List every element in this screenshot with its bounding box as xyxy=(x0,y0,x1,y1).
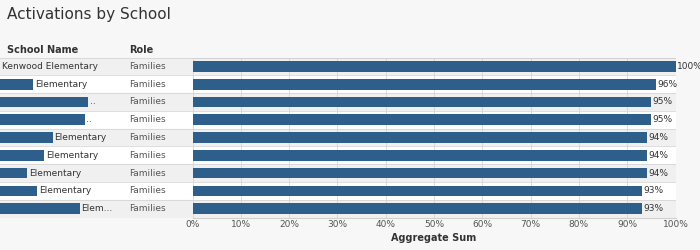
Bar xyxy=(193,111,676,128)
Bar xyxy=(193,182,676,200)
Bar xyxy=(0,128,193,146)
Bar xyxy=(0,75,193,93)
Bar xyxy=(0,203,80,214)
Text: 100%: 100% xyxy=(677,62,700,71)
Bar xyxy=(193,186,642,196)
X-axis label: Aggregate Sum: Aggregate Sum xyxy=(391,234,477,243)
Text: Elementary: Elementary xyxy=(55,133,107,142)
Text: 93%: 93% xyxy=(643,204,664,213)
Text: 95%: 95% xyxy=(653,115,673,124)
Bar xyxy=(0,182,193,200)
Text: Families: Families xyxy=(129,98,166,106)
Bar xyxy=(193,58,676,75)
Bar xyxy=(0,164,193,182)
Bar xyxy=(0,93,193,111)
Bar xyxy=(193,128,676,146)
Text: Families: Families xyxy=(129,115,166,124)
Bar xyxy=(0,132,52,143)
Bar xyxy=(193,75,676,93)
Bar xyxy=(193,146,676,164)
Bar xyxy=(193,93,676,111)
Bar xyxy=(193,114,651,125)
Bar xyxy=(193,164,676,182)
Bar xyxy=(0,79,33,90)
Bar xyxy=(0,168,27,178)
Text: Activations by School: Activations by School xyxy=(7,8,171,22)
Text: Elementary: Elementary xyxy=(38,186,91,195)
Text: Families: Families xyxy=(129,204,166,213)
Text: Families: Families xyxy=(129,168,166,177)
Text: ..: .. xyxy=(87,115,92,124)
Bar xyxy=(0,111,193,128)
Bar xyxy=(0,96,88,107)
Bar xyxy=(193,203,642,214)
Bar xyxy=(0,114,85,125)
Text: 94%: 94% xyxy=(648,151,668,160)
Text: 94%: 94% xyxy=(648,168,668,177)
Text: Elementary: Elementary xyxy=(35,80,88,89)
Bar xyxy=(193,96,651,107)
Text: Families: Families xyxy=(129,62,166,71)
Bar xyxy=(193,150,647,160)
Text: 95%: 95% xyxy=(653,98,673,106)
Text: School Name: School Name xyxy=(7,45,78,55)
Bar xyxy=(193,200,676,218)
Bar xyxy=(0,200,193,218)
Text: Families: Families xyxy=(129,80,166,89)
Text: Families: Families xyxy=(129,186,166,195)
Text: ..: .. xyxy=(90,98,96,106)
Bar xyxy=(193,79,656,90)
Text: Elementary: Elementary xyxy=(46,151,98,160)
Bar xyxy=(193,168,647,178)
Bar xyxy=(0,150,44,160)
Text: 93%: 93% xyxy=(643,186,664,195)
Text: Families: Families xyxy=(129,151,166,160)
Bar xyxy=(193,61,676,72)
Text: Kenwood Elementary: Kenwood Elementary xyxy=(2,62,98,71)
Bar xyxy=(0,58,193,75)
Text: Elem...: Elem... xyxy=(82,204,113,213)
Text: Families: Families xyxy=(129,133,166,142)
Bar xyxy=(193,132,647,143)
Bar xyxy=(0,146,193,164)
Text: 96%: 96% xyxy=(657,80,678,89)
Bar xyxy=(0,186,37,196)
Text: Elementary: Elementary xyxy=(29,168,81,177)
Text: 94%: 94% xyxy=(648,133,668,142)
Text: Role: Role xyxy=(130,45,154,55)
